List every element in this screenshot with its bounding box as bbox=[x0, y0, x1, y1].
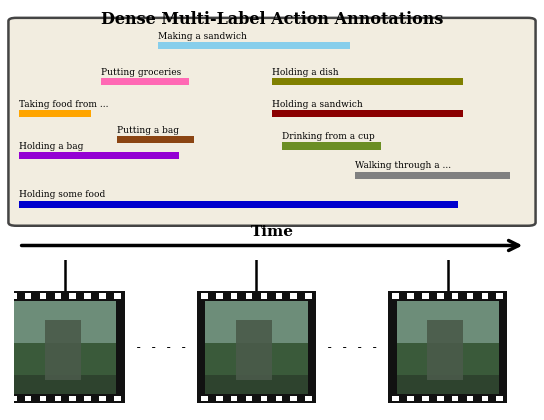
Bar bbox=[282, 142, 380, 150]
Bar bbox=[14, 301, 116, 394]
Bar bbox=[305, 294, 312, 299]
Text: Drinking from a cup: Drinking from a cup bbox=[282, 132, 375, 141]
Text: - - - -: - - - - bbox=[326, 341, 379, 354]
Bar bbox=[54, 294, 61, 299]
Bar bbox=[10, 294, 16, 299]
Bar bbox=[18, 201, 458, 208]
Bar bbox=[497, 294, 503, 299]
Bar bbox=[231, 396, 238, 402]
Bar bbox=[216, 396, 222, 402]
Bar bbox=[467, 294, 473, 299]
Bar bbox=[481, 396, 488, 402]
Bar bbox=[467, 396, 473, 402]
Bar bbox=[10, 396, 16, 402]
Bar bbox=[246, 294, 252, 299]
Text: Holding a bag: Holding a bag bbox=[18, 142, 83, 151]
Bar bbox=[422, 396, 429, 402]
Bar bbox=[197, 291, 316, 403]
Bar bbox=[14, 375, 116, 394]
Bar bbox=[114, 294, 121, 299]
Text: Holding a dish: Holding a dish bbox=[272, 68, 338, 76]
Bar bbox=[427, 320, 463, 380]
Bar bbox=[236, 320, 272, 380]
Bar bbox=[452, 294, 459, 299]
Bar bbox=[99, 396, 106, 402]
Bar bbox=[392, 294, 399, 299]
Bar bbox=[54, 396, 61, 402]
Bar bbox=[261, 294, 267, 299]
Bar bbox=[216, 294, 222, 299]
Bar bbox=[275, 294, 282, 299]
Bar bbox=[99, 294, 106, 299]
Text: Putting groceries: Putting groceries bbox=[101, 68, 182, 76]
Text: Holding a sandwich: Holding a sandwich bbox=[272, 100, 363, 109]
Bar bbox=[6, 291, 125, 403]
Bar bbox=[197, 394, 316, 403]
Bar bbox=[45, 320, 81, 380]
Bar bbox=[6, 291, 125, 301]
Bar bbox=[437, 294, 443, 299]
Bar bbox=[397, 301, 499, 343]
Bar bbox=[18, 152, 179, 159]
Text: Walking through a ...: Walking through a ... bbox=[355, 161, 451, 170]
Bar bbox=[201, 396, 208, 402]
Bar bbox=[290, 294, 297, 299]
Bar bbox=[422, 294, 429, 299]
Bar bbox=[452, 396, 459, 402]
Bar bbox=[206, 301, 307, 394]
Text: Holding some food: Holding some food bbox=[18, 190, 105, 200]
Bar bbox=[25, 396, 32, 402]
Bar bbox=[25, 294, 32, 299]
Bar bbox=[201, 294, 208, 299]
Text: Making a sandwich: Making a sandwich bbox=[158, 32, 247, 41]
Bar bbox=[6, 394, 125, 403]
Bar bbox=[392, 396, 399, 402]
Text: Dense Multi-Label Action Annotations: Dense Multi-Label Action Annotations bbox=[101, 10, 443, 27]
Bar bbox=[388, 291, 507, 301]
Bar bbox=[40, 396, 46, 402]
Bar bbox=[407, 396, 414, 402]
Bar bbox=[397, 301, 499, 394]
Bar bbox=[290, 396, 297, 402]
Bar bbox=[70, 396, 76, 402]
Bar bbox=[158, 42, 349, 50]
Bar bbox=[497, 396, 503, 402]
Bar bbox=[481, 294, 488, 299]
Bar bbox=[84, 294, 91, 299]
Bar bbox=[114, 396, 121, 402]
Bar bbox=[14, 301, 116, 343]
Bar bbox=[272, 78, 463, 85]
Bar bbox=[388, 291, 507, 403]
Bar bbox=[206, 375, 307, 394]
Text: Time: Time bbox=[250, 225, 294, 239]
Bar bbox=[18, 110, 91, 117]
Bar bbox=[355, 171, 510, 178]
Bar bbox=[261, 396, 267, 402]
Text: Taking food from ...: Taking food from ... bbox=[18, 100, 108, 109]
Bar bbox=[84, 396, 91, 402]
Bar bbox=[407, 294, 414, 299]
Bar bbox=[101, 78, 189, 85]
Bar bbox=[397, 375, 499, 394]
Text: - - - -: - - - - bbox=[134, 341, 187, 354]
FancyBboxPatch shape bbox=[9, 18, 535, 226]
Bar bbox=[40, 294, 46, 299]
Bar bbox=[388, 394, 507, 403]
Bar bbox=[272, 110, 463, 117]
Bar bbox=[437, 396, 443, 402]
Bar bbox=[206, 301, 307, 343]
Text: Putting a bag: Putting a bag bbox=[117, 126, 179, 135]
Bar bbox=[231, 294, 238, 299]
Bar bbox=[117, 136, 195, 143]
Bar bbox=[305, 396, 312, 402]
Bar bbox=[246, 396, 252, 402]
Bar bbox=[275, 396, 282, 402]
Bar bbox=[70, 294, 76, 299]
Bar bbox=[197, 291, 316, 301]
